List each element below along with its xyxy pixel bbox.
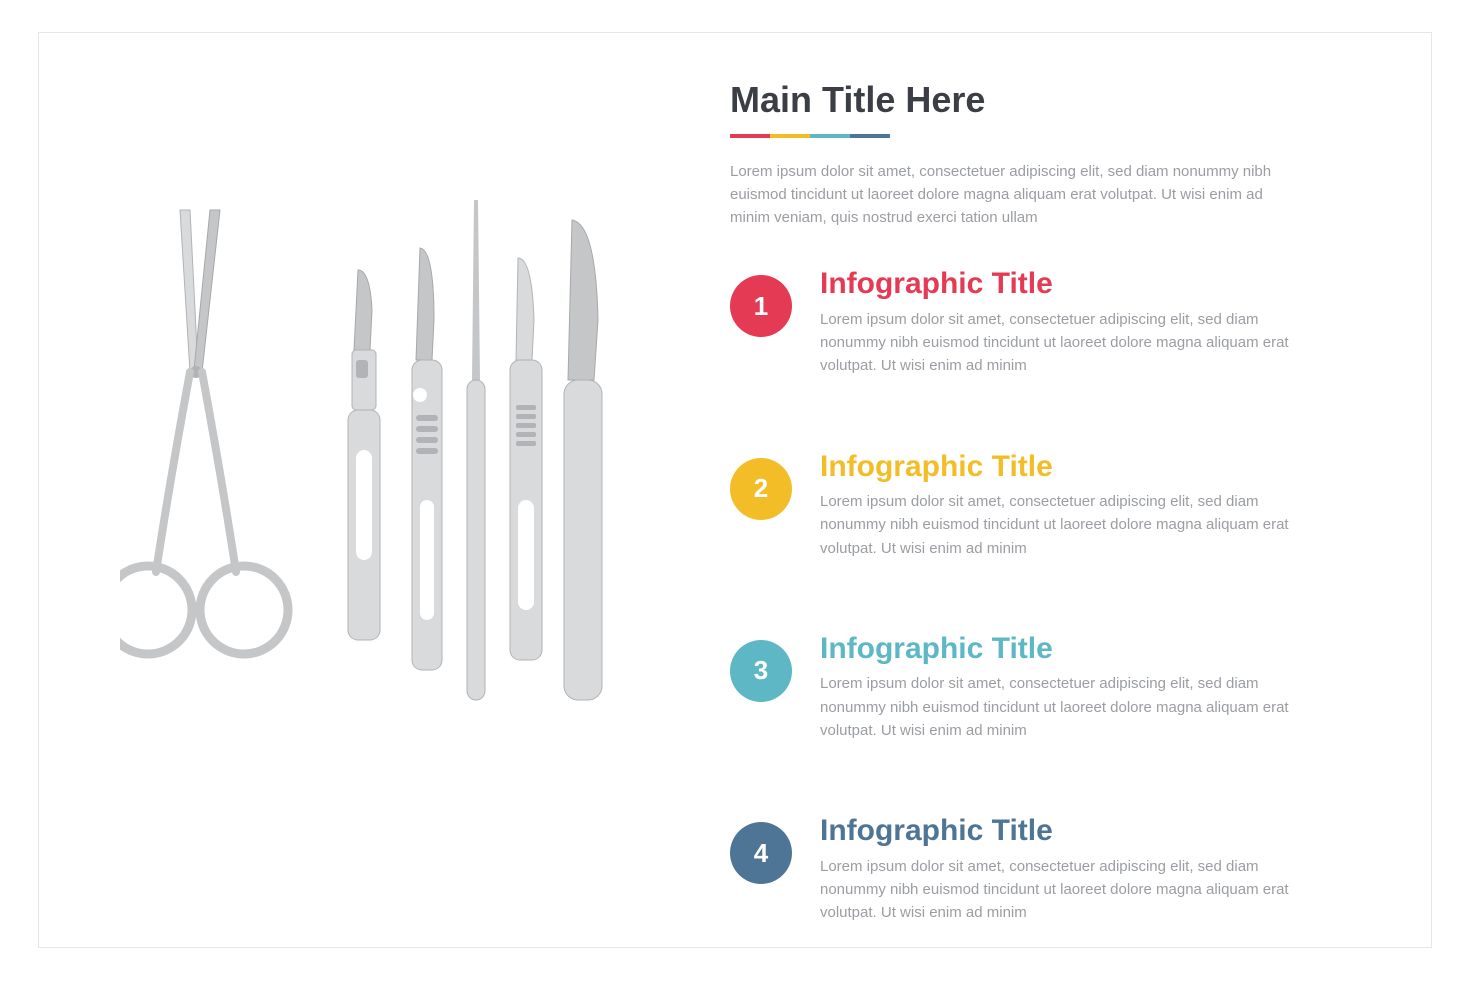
item-body: Infographic Title Lorem ipsum dolor sit …	[820, 450, 1290, 560]
item-body: Infographic Title Lorem ipsum dolor sit …	[820, 814, 1290, 924]
surgical-instruments-illustration	[120, 200, 650, 730]
list-item: 2 Infographic Title Lorem ipsum dolor si…	[730, 450, 1290, 560]
item-desc: Lorem ipsum dolor sit amet, consectetuer…	[820, 855, 1290, 925]
probe-icon	[467, 200, 485, 700]
underline-seg-4	[850, 134, 890, 138]
item-title: Infographic Title	[820, 632, 1290, 667]
text-column: Main Title Here Lorem ipsum dolor sit am…	[730, 80, 1290, 996]
instruments-svg	[120, 200, 650, 730]
intro-paragraph: Lorem ipsum dolor sit amet, consectetuer…	[730, 160, 1290, 230]
item-desc: Lorem ipsum dolor sit amet, consectetuer…	[820, 308, 1290, 378]
underline-seg-1	[730, 134, 770, 138]
main-title: Main Title Here	[730, 80, 1290, 120]
list-item: 3 Infographic Title Lorem ipsum dolor si…	[730, 632, 1290, 742]
item-desc: Lorem ipsum dolor sit amet, consectetuer…	[820, 490, 1290, 560]
scalpel-4-icon	[564, 220, 602, 700]
item-title: Infographic Title	[820, 814, 1290, 849]
item-title: Infographic Title	[820, 450, 1290, 485]
item-desc: Lorem ipsum dolor sit amet, consectetuer…	[820, 672, 1290, 742]
underline-seg-3	[810, 134, 850, 138]
title-underline	[730, 134, 1290, 138]
item-badge-4: 4	[730, 822, 792, 884]
item-badge-2: 2	[730, 458, 792, 520]
scalpel-1-icon	[348, 270, 380, 640]
list-item: 1 Infographic Title Lorem ipsum dolor si…	[730, 267, 1290, 377]
item-title: Infographic Title	[820, 267, 1290, 302]
scalpel-2-icon	[412, 248, 442, 670]
underline-seg-2	[770, 134, 810, 138]
list-item: 4 Infographic Title Lorem ipsum dolor si…	[730, 814, 1290, 924]
scalpel-3-icon	[510, 258, 542, 660]
item-badge-3: 3	[730, 640, 792, 702]
item-body: Infographic Title Lorem ipsum dolor sit …	[820, 267, 1290, 377]
item-badge-1: 1	[730, 275, 792, 337]
infographic-canvas: Main Title Here Lorem ipsum dolor sit am…	[0, 0, 1470, 980]
scissors-icon	[120, 210, 288, 654]
item-body: Infographic Title Lorem ipsum dolor sit …	[820, 632, 1290, 742]
items-list: 1 Infographic Title Lorem ipsum dolor si…	[730, 267, 1290, 924]
